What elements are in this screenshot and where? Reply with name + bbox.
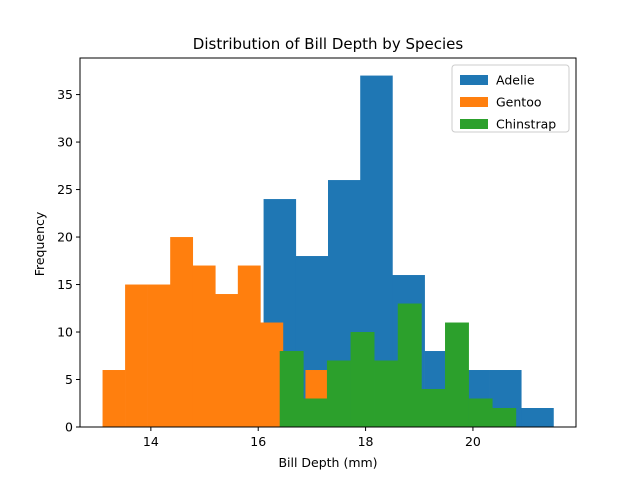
bar-chinstrap-4 (374, 360, 399, 427)
axes-layer: 14 16 18 20 0 5 10 15 20 25 30 35 (57, 57, 577, 449)
y-tick-label: 15 (57, 277, 73, 292)
legend-label-chinstrap: Chinstrap (496, 117, 556, 132)
legend-swatch-gentoo (460, 97, 488, 107)
series-chinstrap (279, 303, 517, 427)
y-tick-label: 10 (57, 325, 73, 340)
y-tick-label: 30 (57, 135, 73, 150)
bar-chinstrap-6 (421, 389, 446, 427)
bar-chinstrap-2 (326, 360, 351, 427)
bar-chinstrap-1 (303, 398, 328, 427)
plot-frame (79, 57, 577, 428)
legend: Adelie Gentoo Chinstrap (451, 64, 570, 133)
y-tick-label: 5 (65, 372, 73, 387)
bar-gentoo-5 (215, 294, 239, 427)
series-gentoo (102, 237, 329, 427)
bar-gentoo-1 (125, 284, 148, 427)
y-tick-label: 35 (57, 87, 73, 102)
x-tick-label: 20 (465, 434, 481, 449)
bar-chinstrap-3 (350, 332, 375, 427)
y-tick-label: 25 (57, 182, 73, 197)
x-tick-label: 16 (250, 434, 266, 449)
bar-chinstrap-5 (397, 303, 422, 427)
bar-gentoo-3 (170, 237, 194, 427)
legend-label-gentoo: Gentoo (496, 95, 542, 110)
y-axis-label: Frequency (32, 211, 47, 276)
bar-gentoo-0 (102, 370, 126, 427)
bar-gentoo-4 (192, 265, 216, 427)
chart-title: Distribution of Bill Depth by Species (193, 35, 464, 53)
x-axis-label: Bill Depth (mm) (278, 455, 377, 470)
bar-gentoo-2 (147, 284, 171, 427)
bar-adelie-9 (521, 408, 554, 427)
bar-chinstrap-9 (492, 408, 517, 427)
legend-swatch-adelie (460, 75, 488, 85)
bar-chinstrap-7 (445, 322, 469, 427)
legend-label-adelie: Adelie (496, 73, 535, 88)
bar-gentoo-7 (260, 322, 284, 427)
x-tick-label: 14 (143, 434, 159, 449)
x-tick-label: 18 (358, 434, 374, 449)
bars-layer (102, 75, 554, 427)
legend-swatch-chinstrap (460, 119, 488, 129)
y-tick-label: 20 (57, 230, 73, 245)
bar-chinstrap-0 (279, 351, 304, 427)
y-tick-label: 0 (65, 420, 73, 435)
bar-gentoo-6 (237, 265, 261, 427)
bar-chinstrap-8 (468, 398, 493, 427)
